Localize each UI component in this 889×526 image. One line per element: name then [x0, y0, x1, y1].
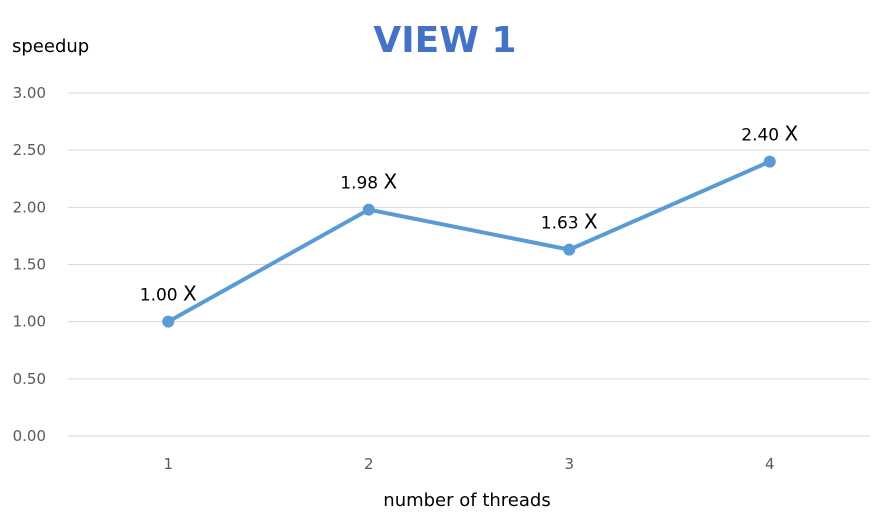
series-speedup: [162, 155, 776, 328]
data-label: 2.40 X: [741, 122, 798, 146]
y-axis-ticks: 0.00 0.50 1.00 1.50 2.00 2.50 3.00: [13, 84, 46, 445]
x-tick-label: 2: [364, 455, 374, 473]
x-tick-label: 3: [564, 455, 574, 473]
data-label-suffix: X: [584, 210, 598, 234]
x-axis-ticks: 1 2 3 4: [163, 455, 774, 473]
data-label: 1.00 X: [140, 282, 197, 306]
y-tick-label: 1.00: [13, 313, 46, 331]
data-label-value: 1.98: [340, 174, 378, 194]
data-labels: 1.00 X1.98 X1.63 X2.40 X: [140, 122, 799, 306]
y-axis-title: speedup: [12, 36, 89, 57]
data-point: [162, 315, 175, 328]
series-line: [166, 159, 772, 324]
y-tick-label: 3.00: [13, 84, 46, 102]
x-tick-label: 4: [765, 455, 775, 473]
data-label: 1.98 X: [340, 170, 397, 194]
data-label-value: 2.40: [741, 126, 779, 146]
y-tick-label: 0.00: [13, 427, 46, 445]
gridlines: [68, 92, 870, 437]
x-tick-label: 1: [163, 455, 173, 473]
data-point: [563, 243, 576, 256]
chart-title: VIEW 1: [373, 20, 516, 61]
data-label-value: 1.00: [140, 286, 178, 306]
data-point: [362, 203, 375, 216]
x-axis-title: number of threads: [383, 490, 550, 511]
y-tick-label: 2.00: [13, 198, 46, 216]
data-label-suffix: X: [183, 282, 197, 306]
y-tick-label: 2.50: [13, 141, 46, 159]
y-tick-label: 0.50: [13, 370, 46, 388]
data-label: 1.63 X: [541, 210, 598, 234]
data-label-suffix: X: [384, 170, 398, 194]
data-point: [763, 155, 776, 168]
data-label-value: 1.63: [541, 214, 579, 234]
y-tick-label: 1.50: [13, 256, 46, 274]
data-label-suffix: X: [785, 122, 799, 146]
